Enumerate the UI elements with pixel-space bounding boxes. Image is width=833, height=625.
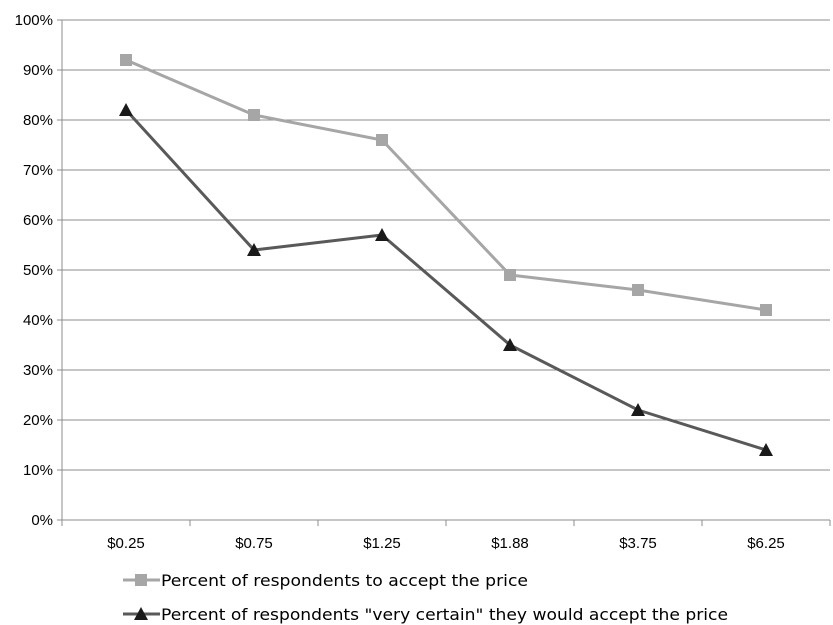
legend: Percent of respondents to accept the pri… [123,571,728,624]
legend-entry-1: Percent of respondents to accept the pri… [123,571,528,590]
x-axis-tick-labels: $0.25 $0.75 $1.25 $1.88 $3.75 $6.25 [107,535,785,552]
x-tick-label: $0.75 [235,535,273,552]
data-point-marker [632,284,644,296]
data-series [119,54,773,456]
data-point-marker [503,338,517,351]
series-1 [120,54,772,316]
axes [57,19,831,526]
legend-label: Percent of respondents "very certain" th… [161,605,728,624]
legend-marker [135,574,147,586]
y-tick-label: 70% [23,162,53,179]
series-2 [119,103,773,456]
data-point-marker [119,103,133,116]
data-point-marker [375,228,389,241]
y-tick-label: 50% [23,262,53,279]
data-point-marker [759,443,773,456]
legend-marker [134,607,148,620]
y-tick-label: 90% [23,62,53,79]
data-point-marker [504,269,516,281]
legend-label: Percent of respondents to accept the pri… [161,571,528,590]
y-tick-label: 40% [23,312,53,329]
x-tick-label: $1.25 [363,535,401,552]
data-point-marker [376,134,388,146]
data-point-marker [247,243,261,256]
x-tick-label: $1.88 [491,535,529,552]
y-tick-label: 20% [23,412,53,429]
y-tick-label: 30% [23,362,53,379]
x-tick-label: $3.75 [619,535,657,552]
y-tick-label: 0% [31,512,53,529]
y-tick-label: 80% [23,112,53,129]
data-point-marker [760,304,772,316]
x-tick-label: $0.25 [107,535,145,552]
series-line [124,108,767,452]
series-line [125,58,767,312]
data-point-marker [248,109,260,121]
y-axis-tick-labels: 0% 10% 20% 30% 40% 50% 60% 70% 80% 90% 100% [15,12,53,529]
gridlines [62,19,830,471]
data-point-marker [120,54,132,66]
y-tick-label: 60% [23,212,53,229]
legend-entry-2: Percent of respondents "very certain" th… [123,605,728,624]
y-tick-label: 100% [15,12,53,29]
x-tick-label: $6.25 [747,535,785,552]
y-tick-label: 10% [23,462,53,479]
data-point-marker [631,403,645,416]
